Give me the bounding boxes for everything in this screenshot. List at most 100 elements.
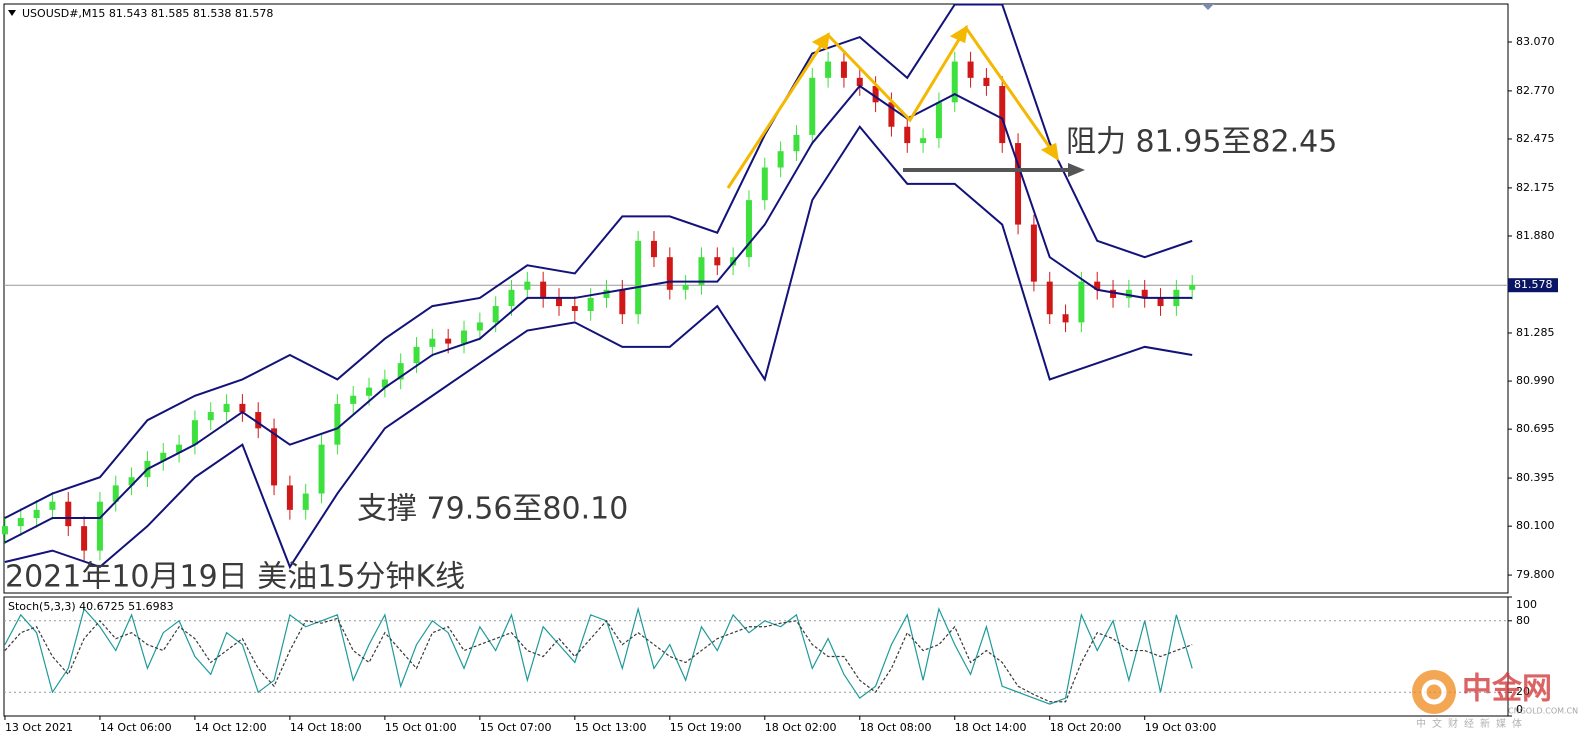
- x-tick-label: 15 Oct 19:00: [670, 721, 742, 734]
- candle-body: [825, 61, 832, 78]
- candle-body: [1062, 314, 1069, 323]
- candle-body: [856, 77, 863, 87]
- candle-body: [603, 289, 610, 298]
- candle-body: [761, 167, 768, 201]
- candle-body: [1157, 297, 1164, 307]
- candle-body: [1094, 281, 1101, 290]
- x-tick-label: 14 Oct 18:00: [290, 721, 362, 734]
- main-frame: [3, 3, 1509, 594]
- x-tick-label: 18 Oct 08:00: [860, 721, 932, 734]
- candle-body: [128, 477, 135, 486]
- plot-layer: 83.070 82.770 82.475 82.175 81.880 81.285 80.9…: [1, 3, 1558, 734]
- candle-body: [555, 297, 562, 307]
- logo-circle: [1412, 670, 1456, 714]
- zigzag: [726, 25, 1057, 189]
- y-tick-label: 82.175: [1516, 181, 1555, 194]
- candle-body: [904, 126, 911, 144]
- candle-body: [1125, 289, 1132, 298]
- candle-body: [429, 338, 436, 347]
- last-price-label: 81.578: [1514, 278, 1553, 291]
- arrowhead: [1040, 142, 1059, 161]
- arrowhead: [1068, 163, 1085, 177]
- candle-body: [666, 257, 673, 290]
- pattern-arrows: [726, 25, 1059, 189]
- candle-body: [81, 526, 88, 551]
- candle-body: [619, 289, 626, 315]
- candle-body: [381, 379, 388, 388]
- candle-body: [1015, 143, 1022, 225]
- candle-body: [587, 297, 594, 311]
- arrowhead: [811, 32, 830, 51]
- candle-body: [1078, 281, 1085, 323]
- candle-body: [888, 102, 895, 127]
- y-tick-label: 20: [1516, 685, 1530, 698]
- y-tick-label: 80: [1516, 614, 1530, 627]
- candle-body: [524, 281, 531, 290]
- y-tick-label: 82.475: [1516, 132, 1555, 145]
- candle-body: [983, 77, 990, 87]
- x-tick-label: 18 Oct 02:00: [765, 721, 837, 734]
- candle-body: [476, 322, 483, 331]
- y-tick-label: 83.070: [1516, 35, 1555, 48]
- candle-body: [714, 257, 721, 266]
- candle-body: [461, 330, 468, 344]
- candle-body: [1046, 281, 1053, 315]
- candle-body: [809, 77, 816, 135]
- candle-body: [176, 444, 183, 453]
- menu-icon: [8, 10, 16, 16]
- y-tick-label: 81.880: [1516, 229, 1555, 242]
- candle-body: [255, 412, 262, 429]
- candle-body: [366, 387, 373, 396]
- candle-body: [271, 428, 278, 486]
- y-tick-label: 81.285: [1516, 326, 1555, 339]
- x-tick-label: 18 Oct 20:00: [1050, 721, 1122, 734]
- candle-body: [318, 444, 325, 494]
- candle-body: [49, 501, 56, 510]
- candle-body: [571, 306, 578, 311]
- x-tick-label: 14 Oct 06:00: [100, 721, 172, 734]
- candle-body: [777, 151, 784, 168]
- logo-tagline: 中文财经新媒体: [1416, 717, 1528, 730]
- logo-mark: [1421, 679, 1447, 705]
- candle-body: [967, 61, 974, 78]
- y-tick-label: 80.695: [1516, 422, 1555, 435]
- y-tick-label: 79.800: [1516, 568, 1555, 581]
- last-price-box: [1508, 278, 1558, 293]
- y-tick-label: 0: [1516, 703, 1523, 716]
- arrowhead: [949, 25, 968, 44]
- candle-body: [999, 86, 1006, 144]
- stoch-line: [4, 617, 1193, 703]
- candle-body: [650, 240, 657, 258]
- bollinger-band: [4, 125, 1193, 570]
- candle-body: [239, 403, 246, 413]
- candle-body: [445, 338, 452, 344]
- candle-body: [920, 138, 927, 144]
- candle-body: [17, 518, 24, 527]
- candle-body: [96, 501, 103, 551]
- candle-body: [65, 501, 72, 527]
- support-note: 支撑 79.56至80.10: [357, 492, 628, 527]
- candle-body: [508, 289, 515, 307]
- candle-body: [413, 346, 420, 364]
- candle-body: [698, 257, 705, 285]
- y-tick-label: 100: [1516, 598, 1537, 611]
- logo-domain: CNGOLD.COM.CN: [1508, 707, 1578, 716]
- candle-body: [397, 363, 404, 380]
- bollinger-band: [4, 3, 1193, 519]
- candle-body: [334, 403, 341, 445]
- stoch-title: Stoch(5,3,3) 40.6725 51.6983: [8, 600, 174, 613]
- x-tick-label: 19 Oct 03:00: [1145, 721, 1217, 734]
- candle-body: [160, 452, 167, 461]
- x-tick-label: 13 Oct 2021: [5, 721, 73, 734]
- candle-body: [935, 102, 942, 139]
- candle-body: [1141, 289, 1148, 298]
- candle-body: [745, 200, 752, 258]
- candle-body: [286, 485, 293, 510]
- chart-title: USOUSD#,M15 81.543 81.585 81.538 81.578: [22, 7, 273, 20]
- logo-name: 中金网: [1462, 672, 1552, 707]
- stoch-line: [4, 606, 1193, 705]
- candle-body: [1110, 289, 1117, 298]
- shift-marker: [1202, 4, 1214, 10]
- candle-body: [223, 403, 230, 413]
